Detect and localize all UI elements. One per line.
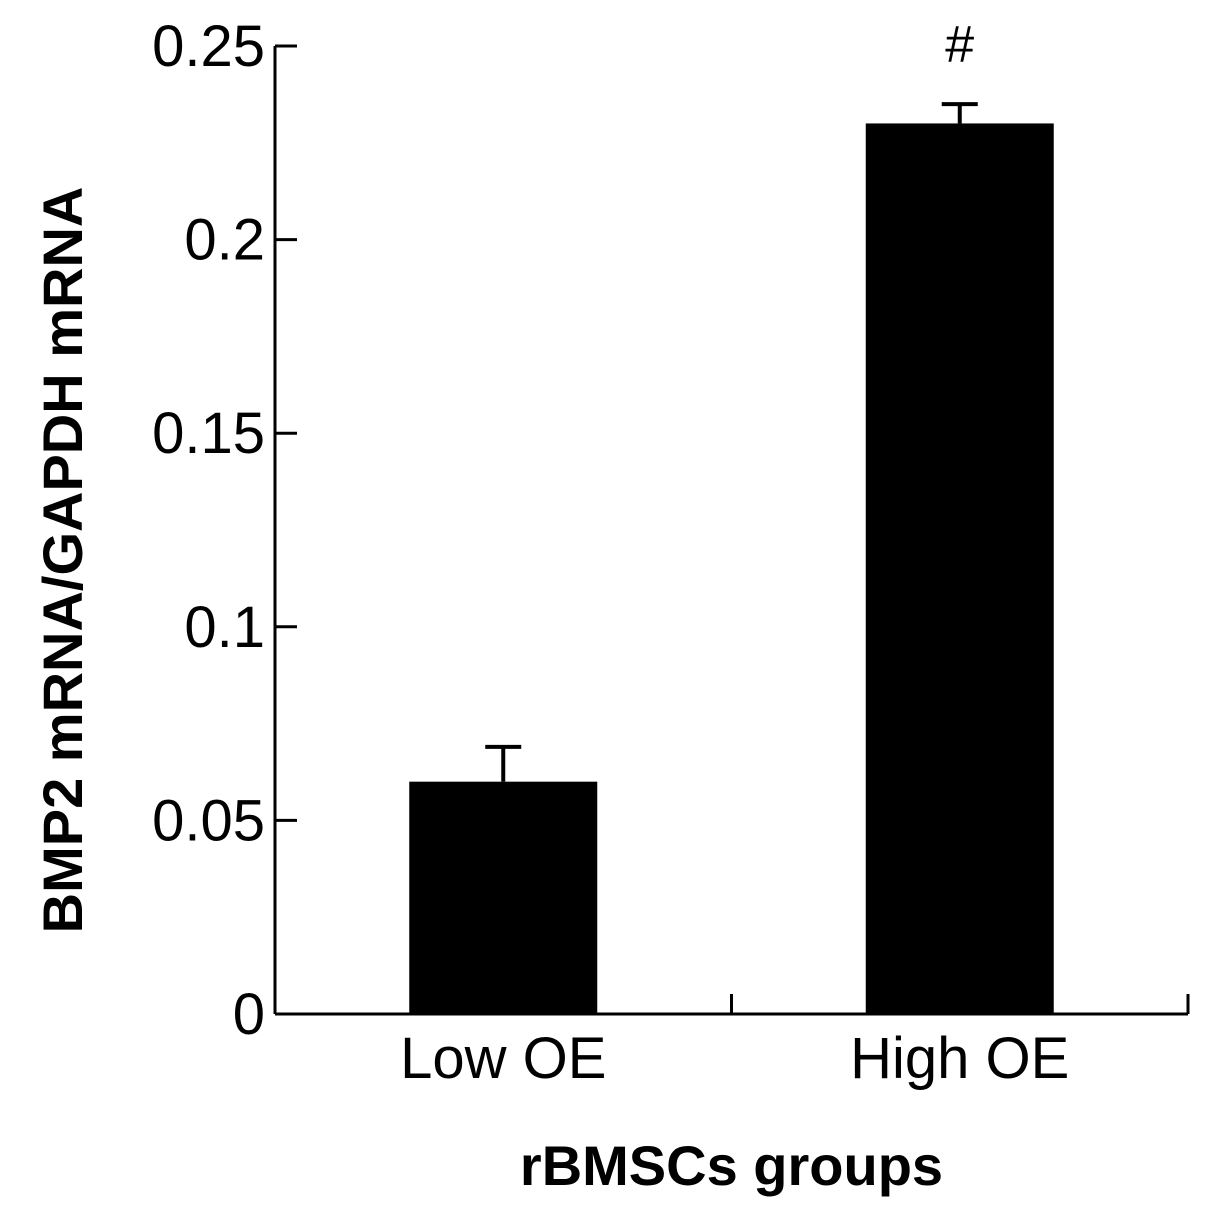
y-tick-label: 0.15 — [152, 401, 265, 466]
y-tick-label: 0.2 — [184, 208, 265, 273]
y-tick-label: 0 — [233, 982, 265, 1047]
x-tick-label: Low OE — [400, 1026, 606, 1091]
x-tick-label: High OE — [850, 1026, 1069, 1091]
y-tick-label: 0.05 — [152, 788, 265, 853]
y-tick-label: 0.25 — [152, 14, 265, 79]
significance-marker: # — [945, 16, 974, 74]
x-axis-ticks: Low OE High OE — [400, 994, 1190, 1091]
y-axis-title: BMP2 mRNA/GAPDH mRNA — [31, 187, 94, 934]
y-tick-label: 0.1 — [184, 595, 265, 660]
bar — [865, 123, 1054, 1014]
error-bars — [485, 102, 978, 782]
bars — [409, 123, 1054, 1014]
annotations: # — [945, 16, 974, 74]
y-axis-ticks: 0 0.05 0.1 0.15 0.2 0.25 — [152, 14, 297, 1047]
bar — [409, 781, 598, 1014]
x-axis-title: rBMSCs groups — [520, 1134, 943, 1197]
